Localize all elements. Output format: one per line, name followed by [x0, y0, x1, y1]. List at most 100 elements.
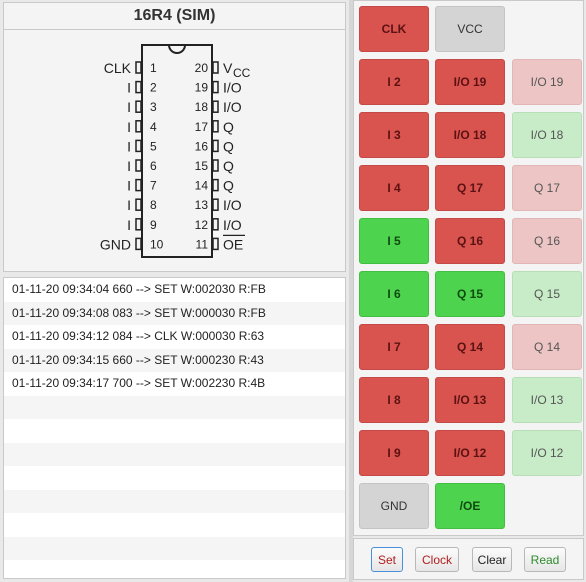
pin-label: V: [223, 60, 233, 76]
log-row[interactable]: 01-11-20 09:34:08 083 --> SET W:000030 R…: [4, 301, 345, 325]
read-button[interactable]: Read: [524, 547, 566, 572]
pin-button[interactable]: Q 16: [435, 218, 505, 264]
pin-button[interactable]: I/O 18: [435, 112, 505, 158]
pin-number: 13: [195, 198, 209, 212]
pin-label: I: [127, 178, 131, 194]
clear-button[interactable]: Clear: [472, 547, 512, 572]
pin-lead-right: [212, 120, 219, 133]
pin-number: 11: [196, 237, 209, 251]
pin-button[interactable]: I/O 13: [435, 377, 505, 423]
pin-label: I: [127, 119, 131, 135]
pin-number: 16: [195, 139, 209, 153]
pin-number: 2: [150, 81, 157, 95]
log-row[interactable]: [4, 466, 345, 490]
pin-button[interactable]: I 7: [359, 324, 429, 370]
pin-lead-right: [212, 198, 219, 211]
log-row[interactable]: [4, 419, 345, 443]
pin-button[interactable]: VCC: [435, 6, 505, 52]
pin-label: I: [127, 217, 131, 233]
pin-number: 12: [195, 218, 209, 232]
pin-number: 5: [150, 139, 157, 153]
pin-button[interactable]: Q 17: [435, 165, 505, 211]
pin-lead-left: [135, 100, 142, 113]
pin-button[interactable]: Q 15: [435, 271, 505, 317]
pin-label: Q: [223, 138, 234, 154]
pin-label: CLK: [104, 60, 132, 76]
pin-lead-right: [212, 100, 219, 113]
pin-lead-right: [212, 139, 219, 153]
pin-number: 1: [150, 61, 157, 75]
pin-button[interactable]: Q 14: [435, 324, 505, 370]
pin-button[interactable]: I 4: [359, 165, 429, 211]
pin-number: 7: [150, 179, 157, 193]
pin-lead-left: [135, 80, 142, 94]
pin-number: 8: [150, 198, 157, 212]
pin-button[interactable]: I 2: [359, 59, 429, 105]
split-divider[interactable]: [349, 0, 353, 582]
pin-number: 3: [150, 100, 157, 114]
pin-number: 17: [195, 120, 209, 134]
pin-lead-left: [135, 218, 142, 231]
pin-label: I: [127, 197, 131, 213]
pin-lead-right: [212, 80, 219, 94]
set-button[interactable]: Set: [371, 547, 403, 572]
pin-label: Q: [223, 158, 234, 174]
pin-number: 15: [195, 159, 209, 173]
pin-button[interactable]: I/O 12: [435, 430, 505, 476]
chip-notch: [168, 44, 186, 54]
chip-title: 16R4 (SIM): [3, 2, 346, 30]
pin-lead-right: [212, 178, 219, 192]
clock-button[interactable]: Clock: [415, 547, 459, 572]
pin-label-subscript: CC: [233, 66, 251, 80]
pin-button: I/O 19: [512, 59, 582, 105]
log-row[interactable]: 01-11-20 09:34:12 084 --> CLK W:000030 R…: [12, 329, 265, 343]
pin-button: I/O 18: [512, 112, 582, 158]
log-row[interactable]: 01-11-20 09:34:04 660 --> SET W:002030 R…: [12, 282, 266, 296]
log-row[interactable]: [4, 395, 345, 419]
pin-button: I/O 13: [512, 377, 582, 423]
pin-number: 9: [150, 218, 157, 232]
pin-number: 10: [150, 237, 164, 251]
chip-pinout-svg: 1 CLK 2 I 3 I 4 I 5 I 6 I 7 I 8 I 9 I 10 GND 20 V CC 19 I/O 18 I/O…: [100, 44, 251, 258]
log-row[interactable]: [4, 489, 345, 513]
pin-lead-left: [135, 198, 142, 211]
pin-button[interactable]: I 3: [359, 112, 429, 158]
action-bar: Set Clock Clear Read: [353, 538, 584, 580]
pin-label: Q: [223, 119, 234, 135]
log-row[interactable]: [4, 536, 345, 560]
pin-lead-left: [135, 139, 142, 153]
pin-label: I: [127, 158, 131, 174]
pin-label: I/O: [223, 217, 242, 233]
pin-lead-left: [135, 237, 142, 251]
log-row[interactable]: 01-11-20 09:34:17 700 --> SET W:002230 R…: [12, 376, 266, 390]
pin-number: 18: [195, 100, 209, 114]
log-row[interactable]: [4, 513, 345, 537]
log-row[interactable]: [4, 442, 345, 466]
pin-number: 20: [195, 61, 209, 75]
log-row[interactable]: 01-11-20 09:34:15 660 --> SET W:000230 R…: [4, 348, 345, 372]
pin-button: Q 14: [512, 324, 582, 370]
pin-button[interactable]: CLK: [359, 6, 429, 52]
pin-button: Q 15: [512, 271, 582, 317]
chip-body: [141, 44, 213, 258]
pin-lead-right: [212, 237, 219, 251]
pin-label: OE: [223, 236, 243, 252]
pin-label: GND: [100, 236, 131, 252]
log-row[interactable]: [4, 560, 345, 578]
pin-button[interactable]: /OE: [435, 483, 505, 529]
pin-button[interactable]: I 8: [359, 377, 429, 423]
pin-label: Q: [223, 178, 234, 194]
chip-diagram: 1 CLK 2 I 3 I 4 I 5 I 6 I 7 I 8 I 9 I 10 GND 20 V CC 19 I/O 18 I/O…: [3, 30, 346, 272]
pin-button: Q 16: [512, 218, 582, 264]
pin-button[interactable]: GND: [359, 483, 429, 529]
pin-lead-right: [212, 218, 219, 231]
pin-button[interactable]: I/O 19: [435, 59, 505, 105]
event-log[interactable]: 01-11-20 09:34:04 660 --> SET W:002030 R…: [3, 277, 346, 579]
pin-button[interactable]: I 5: [359, 218, 429, 264]
pin-button[interactable]: I 6: [359, 271, 429, 317]
pin-button[interactable]: I 9: [359, 430, 429, 476]
pin-lead-right: [212, 61, 219, 74]
pin-button: Q 17: [512, 165, 582, 211]
pin-label: I/O: [223, 197, 242, 213]
